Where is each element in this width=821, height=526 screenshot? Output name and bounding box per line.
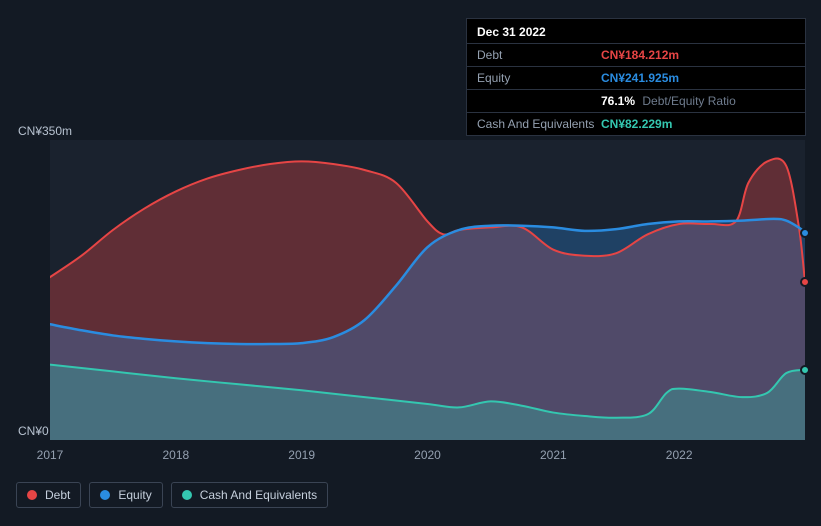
legend-item-equity[interactable]: Equity (89, 482, 162, 508)
series-end-marker (800, 277, 810, 287)
tooltip-label (477, 94, 601, 108)
chart-legend: Debt Equity Cash And Equivalents (16, 482, 328, 508)
tooltip-label: Equity (477, 71, 601, 85)
series-end-marker (800, 228, 810, 238)
tooltip-ratio-pct: 76.1% (601, 94, 635, 108)
x-axis-tick: 2017 (37, 448, 64, 462)
x-axis-tick: 2019 (288, 448, 315, 462)
x-axis-tick: 2022 (666, 448, 693, 462)
legend-item-debt[interactable]: Debt (16, 482, 81, 508)
y-axis-min: CN¥0 (18, 424, 49, 438)
tooltip-row-debt: Debt CN¥184.212m (467, 43, 805, 66)
x-axis-tick: 2018 (162, 448, 189, 462)
tooltip-label: Cash And Equivalents (477, 117, 601, 131)
tooltip-ratio-label: Debt/Equity Ratio (642, 94, 735, 108)
legend-swatch (27, 490, 37, 500)
tooltip-row-cash: Cash And Equivalents CN¥82.229m (467, 112, 805, 135)
tooltip-value: CN¥82.229m (601, 117, 795, 131)
debt-equity-chart: { "tooltip": { "date": "Dec 31 2022", "r… (0, 0, 821, 526)
legend-label: Cash And Equivalents (200, 488, 317, 502)
x-axis-tick: 2020 (414, 448, 441, 462)
tooltip-label: Debt (477, 48, 601, 62)
tooltip-value: CN¥241.925m (601, 71, 795, 85)
legend-swatch (100, 490, 110, 500)
chart-svg (50, 140, 805, 440)
tooltip-row-equity: Equity CN¥241.925m (467, 66, 805, 89)
tooltip-value: CN¥184.212m (601, 48, 795, 62)
chart-tooltip: Dec 31 2022 Debt CN¥184.212m Equity CN¥2… (466, 18, 806, 136)
legend-swatch (182, 490, 192, 500)
y-axis-max: CN¥350m (18, 124, 72, 138)
tooltip-row-ratio: 76.1% Debt/Equity Ratio (467, 89, 805, 112)
legend-label: Debt (45, 488, 70, 502)
x-axis-tick: 2021 (540, 448, 567, 462)
legend-item-cash[interactable]: Cash And Equivalents (171, 482, 328, 508)
chart-plot-area[interactable] (50, 140, 805, 440)
tooltip-value: 76.1% Debt/Equity Ratio (601, 94, 795, 108)
tooltip-date: Dec 31 2022 (467, 19, 805, 43)
x-axis: 201720182019202020212022 (50, 448, 805, 468)
legend-label: Equity (118, 488, 151, 502)
series-end-marker (800, 365, 810, 375)
